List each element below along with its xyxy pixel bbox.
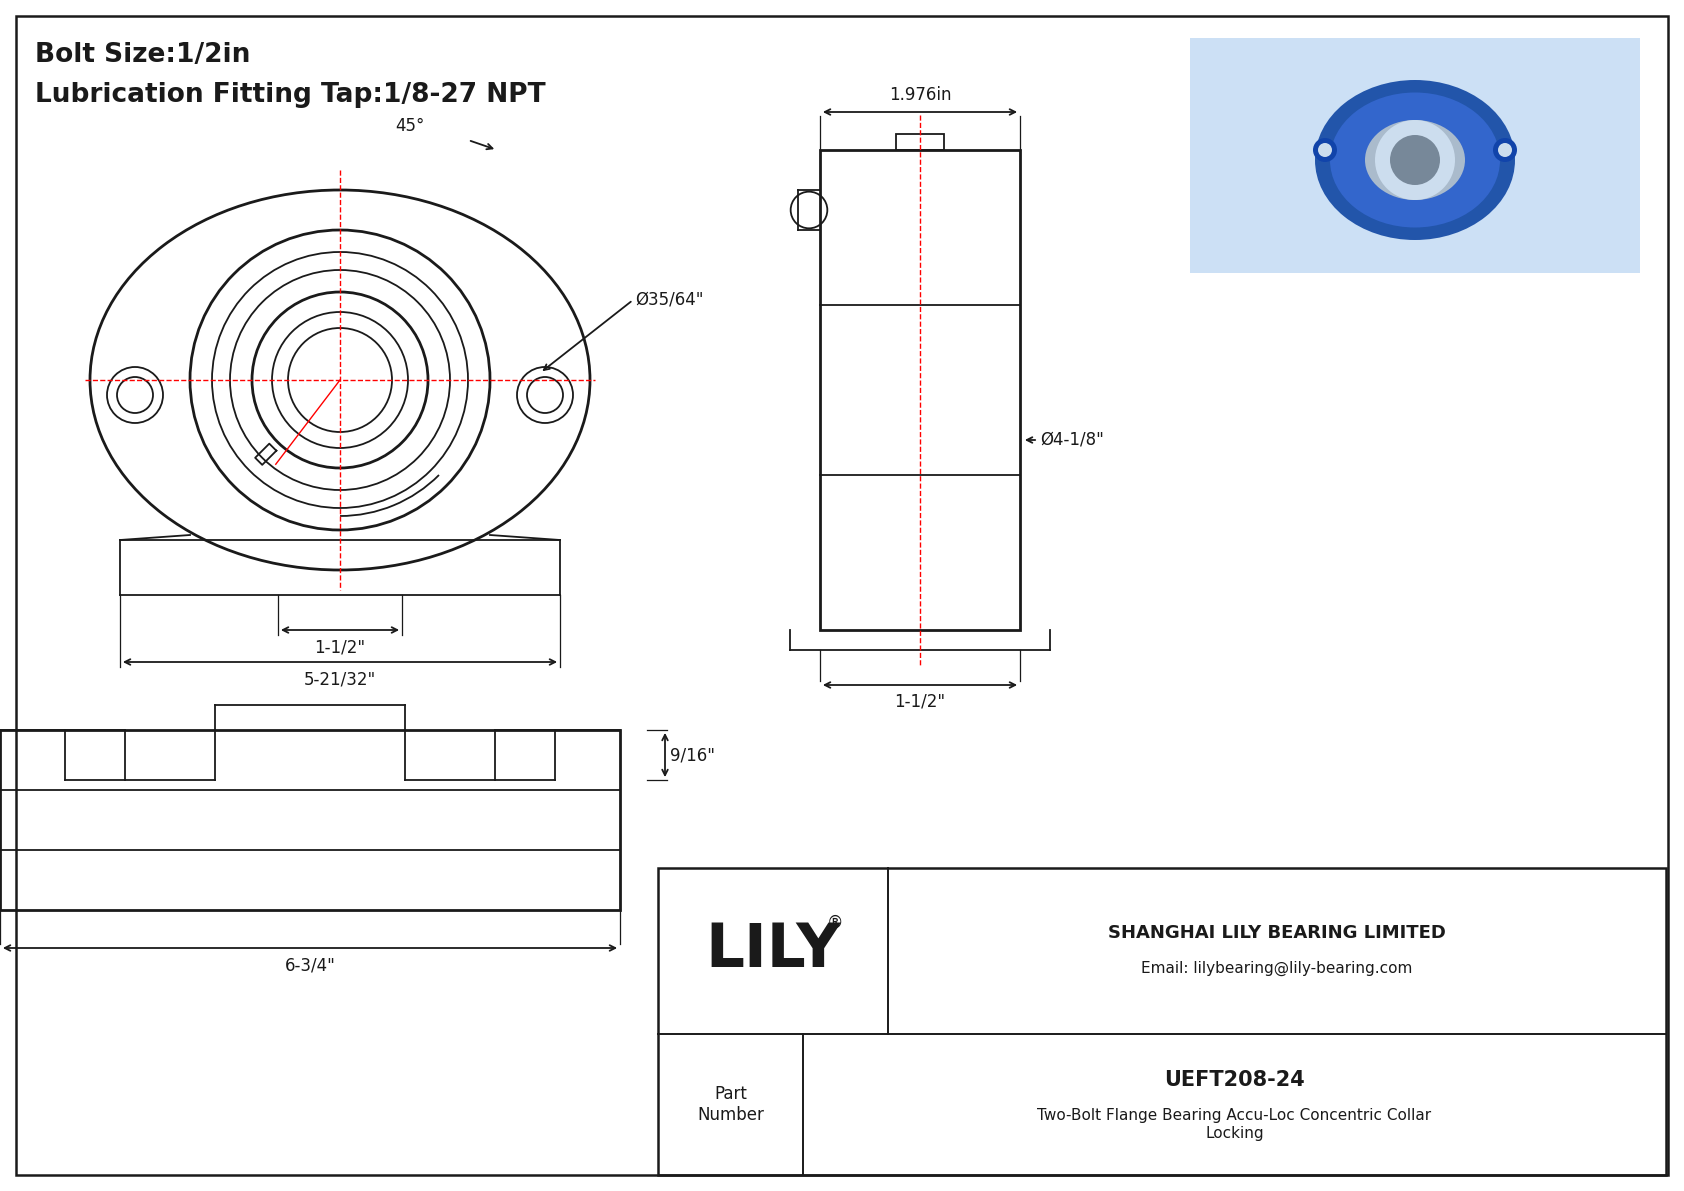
Bar: [820, 150, 1021, 630]
Text: Bolt Size:1/2in: Bolt Size:1/2in: [35, 42, 251, 68]
Bar: [0, 730, 620, 910]
Ellipse shape: [1315, 80, 1516, 241]
Circle shape: [1376, 120, 1455, 200]
Text: 6-3/4": 6-3/4": [285, 956, 335, 974]
Circle shape: [1494, 138, 1517, 162]
Bar: [658, 868, 1665, 1176]
Bar: [896, 135, 945, 150]
Text: 5-21/32": 5-21/32": [303, 671, 376, 688]
Circle shape: [1319, 143, 1332, 157]
Text: ®: ®: [827, 913, 844, 931]
Circle shape: [1499, 143, 1512, 157]
Text: 1.976in: 1.976in: [889, 86, 951, 104]
Text: LILY: LILY: [706, 922, 840, 980]
Text: SHANGHAI LILY BEARING LIMITED: SHANGHAI LILY BEARING LIMITED: [1108, 924, 1447, 942]
Text: 9/16": 9/16": [670, 746, 716, 763]
Circle shape: [1314, 138, 1337, 162]
Ellipse shape: [1366, 120, 1465, 200]
Text: Ø35/64": Ø35/64": [635, 291, 704, 308]
Text: Lubrication Fitting Tap:1/8-27 NPT: Lubrication Fitting Tap:1/8-27 NPT: [35, 82, 546, 108]
Ellipse shape: [1330, 93, 1500, 227]
FancyBboxPatch shape: [1191, 38, 1640, 273]
Text: Email: lilybearing@lily-bearing.com: Email: lilybearing@lily-bearing.com: [1142, 961, 1413, 977]
Text: Part
Number: Part Number: [697, 1085, 765, 1124]
Circle shape: [1389, 135, 1440, 185]
Text: UEFT208-24: UEFT208-24: [1164, 1071, 1305, 1091]
Text: 45°: 45°: [396, 117, 424, 135]
Text: 1-1/2": 1-1/2": [894, 693, 945, 711]
Text: Ø4-1/8": Ø4-1/8": [1041, 431, 1105, 449]
Text: 1-1/2": 1-1/2": [315, 638, 365, 656]
Text: Two-Bolt Flange Bearing Accu-Loc Concentric Collar
Locking: Two-Bolt Flange Bearing Accu-Loc Concent…: [1037, 1108, 1431, 1141]
